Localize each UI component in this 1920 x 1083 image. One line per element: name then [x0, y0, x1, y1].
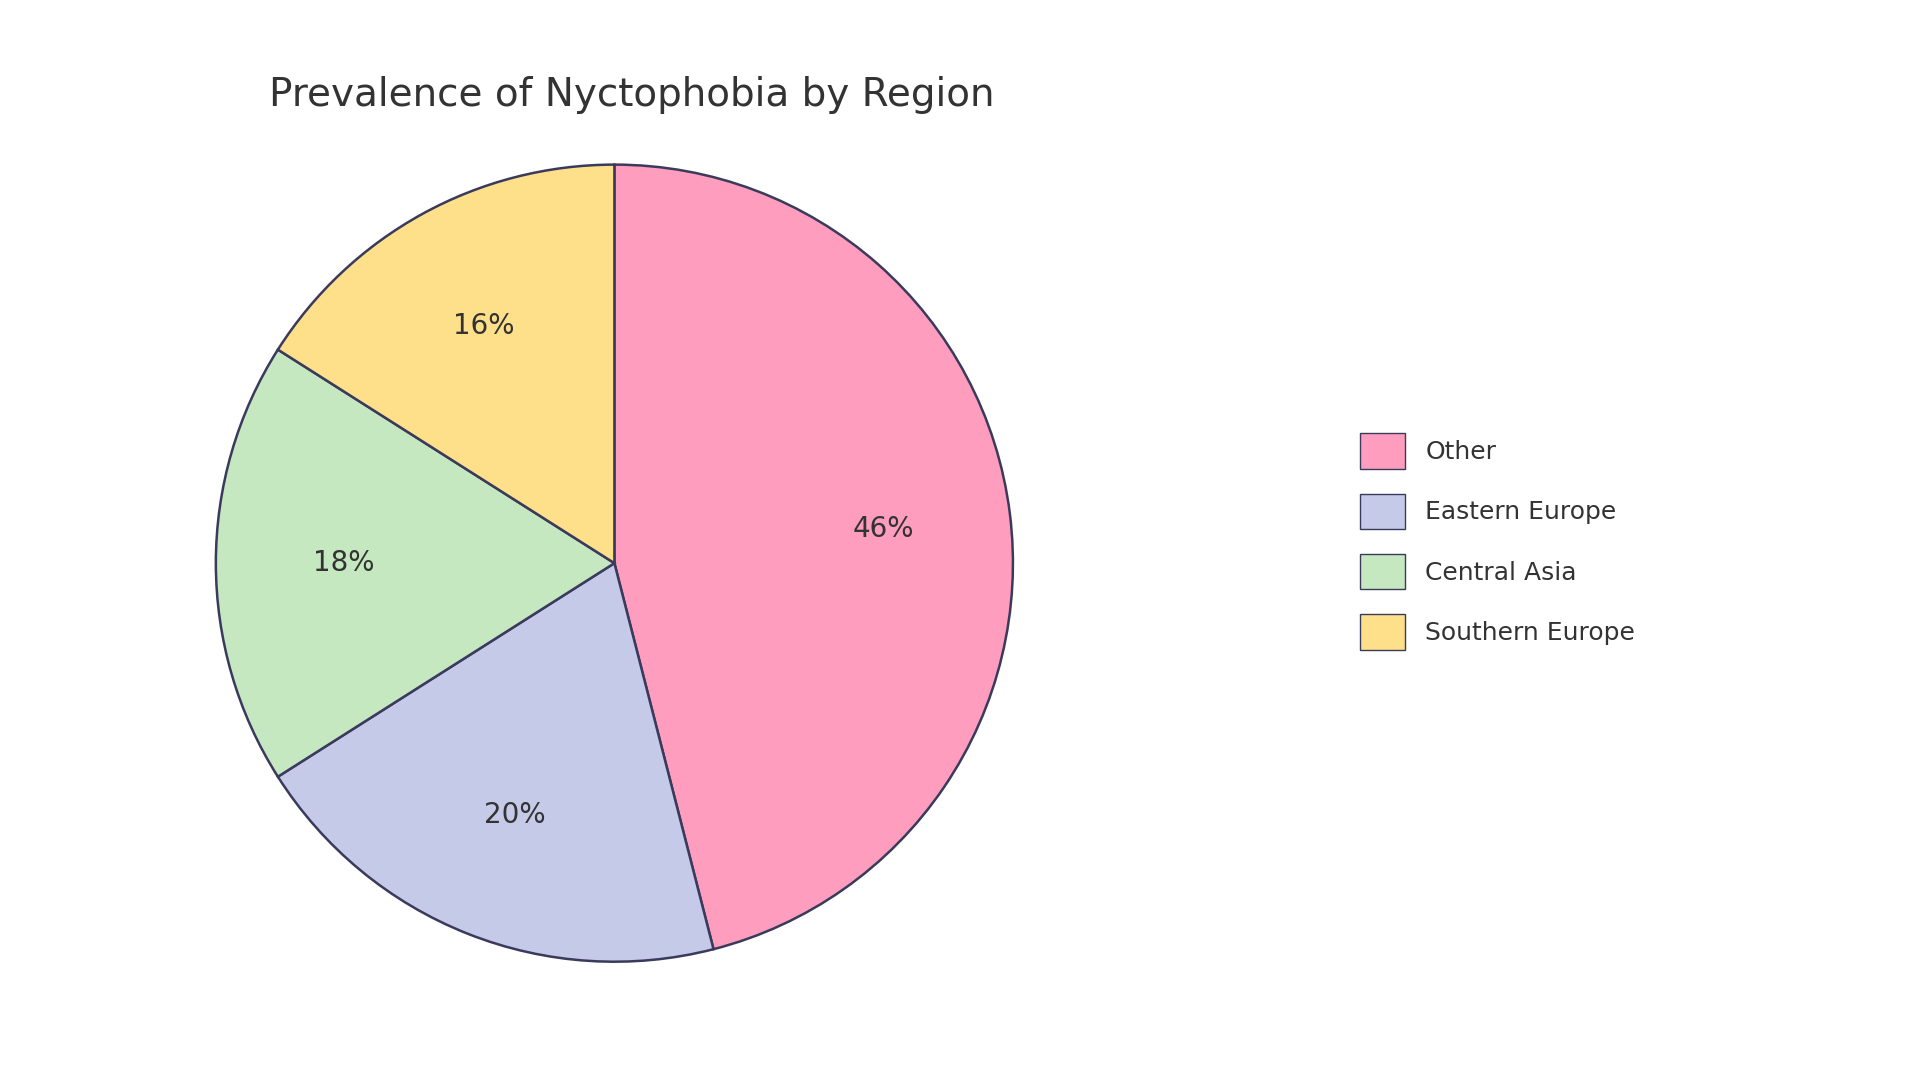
Text: 18%: 18%: [313, 549, 374, 577]
Text: 16%: 16%: [453, 312, 515, 340]
Legend: Other, Eastern Europe, Central Asia, Southern Europe: Other, Eastern Europe, Central Asia, Sou…: [1348, 421, 1647, 662]
Wedge shape: [278, 165, 614, 563]
Wedge shape: [278, 563, 714, 962]
Text: Prevalence of Nyctophobia by Region: Prevalence of Nyctophobia by Region: [269, 76, 995, 114]
Wedge shape: [614, 165, 1014, 949]
Text: 20%: 20%: [484, 801, 545, 830]
Text: 46%: 46%: [852, 516, 914, 544]
Wedge shape: [215, 350, 614, 777]
